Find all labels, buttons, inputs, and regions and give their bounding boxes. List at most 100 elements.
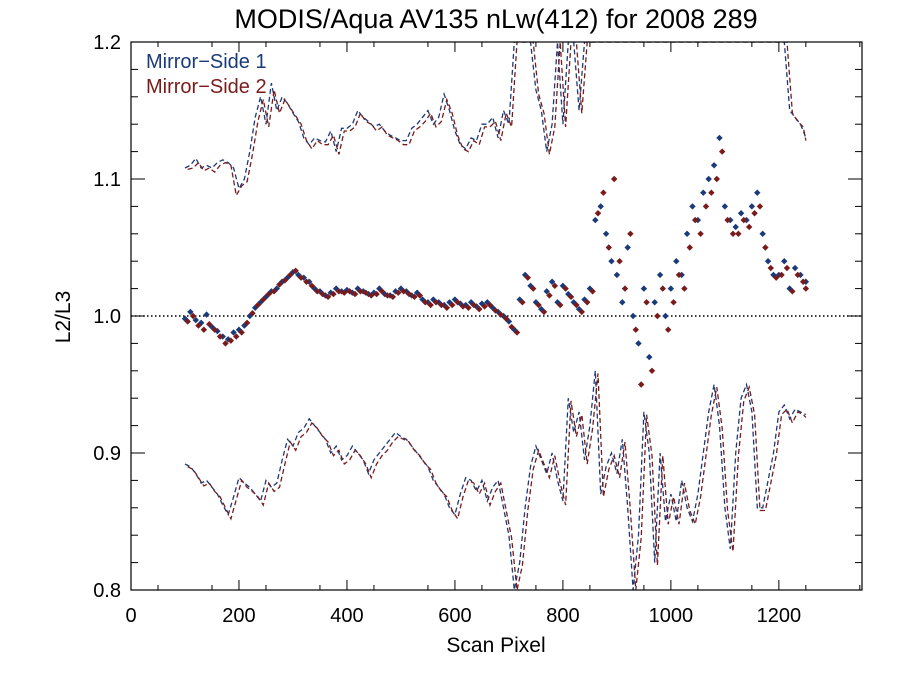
series-2-point xyxy=(238,329,245,336)
series-2-point xyxy=(562,285,569,292)
series-2-point xyxy=(802,285,810,292)
series-2-point xyxy=(206,321,213,328)
series-2-point xyxy=(400,288,407,295)
series-2-point xyxy=(675,271,683,279)
y-tick-label: 0.8 xyxy=(93,580,121,602)
series-2-point xyxy=(794,271,801,279)
series-2-point xyxy=(422,299,429,306)
x-tick-label: 0 xyxy=(125,605,136,627)
series-1-point xyxy=(640,285,648,292)
series-2-point xyxy=(195,322,202,329)
series-2-point xyxy=(292,267,299,274)
series-2-point xyxy=(373,290,380,298)
series-2-point xyxy=(335,288,343,295)
y-tick-label: 1.1 xyxy=(93,169,121,191)
series-2-point xyxy=(200,326,208,333)
series-2-point xyxy=(702,203,710,210)
series-2-point xyxy=(724,216,731,224)
series-2-point xyxy=(459,303,467,310)
series-2-point xyxy=(600,189,607,196)
series-1-point xyxy=(683,230,691,237)
y-tick-label: 1.0 xyxy=(93,306,121,328)
series-2-point xyxy=(351,290,359,298)
series-2-point xyxy=(341,289,348,296)
series-2-point xyxy=(718,148,726,155)
series-2-point xyxy=(254,301,262,309)
series-2-point xyxy=(303,278,310,285)
series-1-point xyxy=(192,316,199,324)
series-2-point xyxy=(330,290,337,298)
series-2-point xyxy=(654,312,661,320)
series-1-point xyxy=(781,258,788,265)
series-2-point xyxy=(664,326,672,333)
series-1-point xyxy=(230,329,237,336)
series-2-point xyxy=(637,381,645,388)
series-1-point xyxy=(613,271,621,279)
series-2-point xyxy=(265,290,272,298)
series-1-point xyxy=(592,216,599,224)
series-2-point xyxy=(686,244,693,251)
x-tick-label: 200 xyxy=(222,605,255,627)
series-2-point xyxy=(621,285,629,292)
series-1-point xyxy=(662,312,669,320)
series-2-point xyxy=(589,288,596,295)
series-2-point xyxy=(681,285,688,292)
plot-area: 0 200 400 600 800 1000 1200 0.8 0.9 1.0 1.1 1.2 xyxy=(93,32,863,627)
series-2-point xyxy=(546,292,553,299)
series-1-point xyxy=(764,258,772,265)
series-2-point xyxy=(519,299,526,306)
series-1-point xyxy=(786,285,793,292)
x-axis-label: Scan Pixel xyxy=(446,634,545,657)
series-1-point xyxy=(516,296,523,303)
series-2-point xyxy=(578,308,586,316)
series-2-point xyxy=(751,210,758,217)
series-2-point xyxy=(411,293,418,301)
series-2-point xyxy=(233,333,240,340)
series-2-point xyxy=(767,264,774,272)
series-2-point xyxy=(470,301,478,309)
legend-entry-1: Mirror−Side 1 xyxy=(146,51,267,73)
series-1-point xyxy=(673,258,680,265)
series-2-point xyxy=(211,326,218,333)
x-tick-label: 600 xyxy=(438,605,471,627)
series-2-point xyxy=(270,288,278,295)
series-2-point xyxy=(216,333,224,340)
series-2-point xyxy=(443,304,451,311)
series-2-point xyxy=(465,304,472,311)
series-2-point xyxy=(486,301,494,309)
series-1-point xyxy=(667,285,675,292)
series-2-point xyxy=(308,282,316,290)
series-1-point xyxy=(597,203,604,210)
series-2-upper-bound-line xyxy=(187,42,807,198)
series-2-point xyxy=(319,290,326,298)
series-1-point xyxy=(203,311,210,318)
series-2-point xyxy=(648,367,656,374)
series-2-point xyxy=(799,278,807,285)
series-1-point xyxy=(629,312,637,320)
series-2-point xyxy=(395,289,402,296)
series-2-point xyxy=(405,290,413,298)
series-1-point xyxy=(543,288,550,295)
series-2-point xyxy=(357,288,364,295)
series-2-point xyxy=(189,312,197,320)
series-1-point xyxy=(737,210,745,217)
series-2-point xyxy=(324,293,332,301)
series-2-point xyxy=(745,223,753,231)
series-2-point xyxy=(384,292,391,299)
series-2-point xyxy=(735,230,742,237)
series-1-point xyxy=(705,175,712,183)
series-2-point xyxy=(605,244,612,251)
series-2-point xyxy=(670,299,677,306)
series-2-point xyxy=(594,210,602,217)
series-2-point xyxy=(481,303,488,310)
series-1-point xyxy=(602,230,610,237)
x-tick-label: 400 xyxy=(330,605,363,627)
series-1-point xyxy=(759,230,766,237)
series-2-point xyxy=(249,310,256,317)
x-tick-label: 800 xyxy=(546,605,579,627)
series-2-point xyxy=(659,285,666,292)
series-1-point xyxy=(565,290,572,298)
x-tick-label: 1000 xyxy=(649,605,694,627)
series-2-point xyxy=(476,305,483,313)
